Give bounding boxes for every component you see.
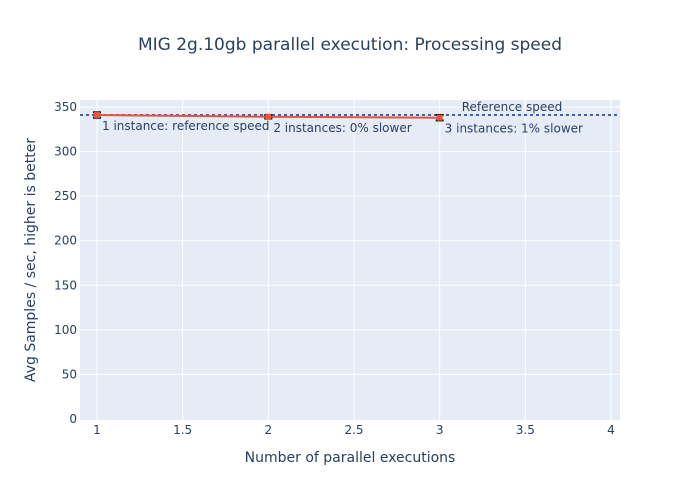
x-tick-label: 1.5 (173, 423, 192, 437)
grid (80, 100, 620, 420)
y-tick-label: 0 (69, 412, 77, 426)
y-tick-label: 350 (54, 100, 77, 114)
data-point (265, 113, 272, 120)
x-tick-label: 2.5 (344, 423, 363, 437)
x-axis-label: Number of parallel executions (245, 450, 456, 466)
plot-area (80, 100, 620, 420)
point-annotation: 1 instance: reference speed (102, 119, 270, 133)
x-tick-label: 3 (436, 423, 444, 437)
chart-title: MIG 2g.10gb parallel execution: Processi… (138, 35, 562, 55)
y-tick-label: 50 (62, 367, 77, 381)
point-annotation: 3 instances: 1% slower (445, 122, 583, 136)
y-tick-label: 250 (54, 189, 77, 203)
marks: Reference speed 1 instance: reference spe… (80, 100, 620, 136)
x-tick-label: 1 (93, 423, 101, 437)
y-tick-label: 300 (54, 145, 77, 159)
y-tick-label: 200 (54, 234, 77, 248)
reference-line-label: Reference speed (462, 100, 563, 114)
y-tick-labels: 0 50 100 150 200 250 300 350 (54, 100, 77, 426)
y-axis-label: Avg Samples / sec, higher is better (23, 138, 39, 382)
point-annotation: 2 instances: 0% slower (273, 121, 411, 135)
data-point (94, 112, 100, 119)
x-tick-labels: 1 1.5 2 2.5 3 3.5 4 (93, 423, 615, 437)
x-tick-label: 3.5 (516, 423, 535, 437)
y-tick-label: 150 (54, 278, 77, 292)
x-tick-label: 4 (607, 423, 615, 437)
y-tick-label: 100 (54, 323, 77, 337)
x-tick-label: 2 (265, 423, 273, 437)
data-point (436, 114, 443, 121)
